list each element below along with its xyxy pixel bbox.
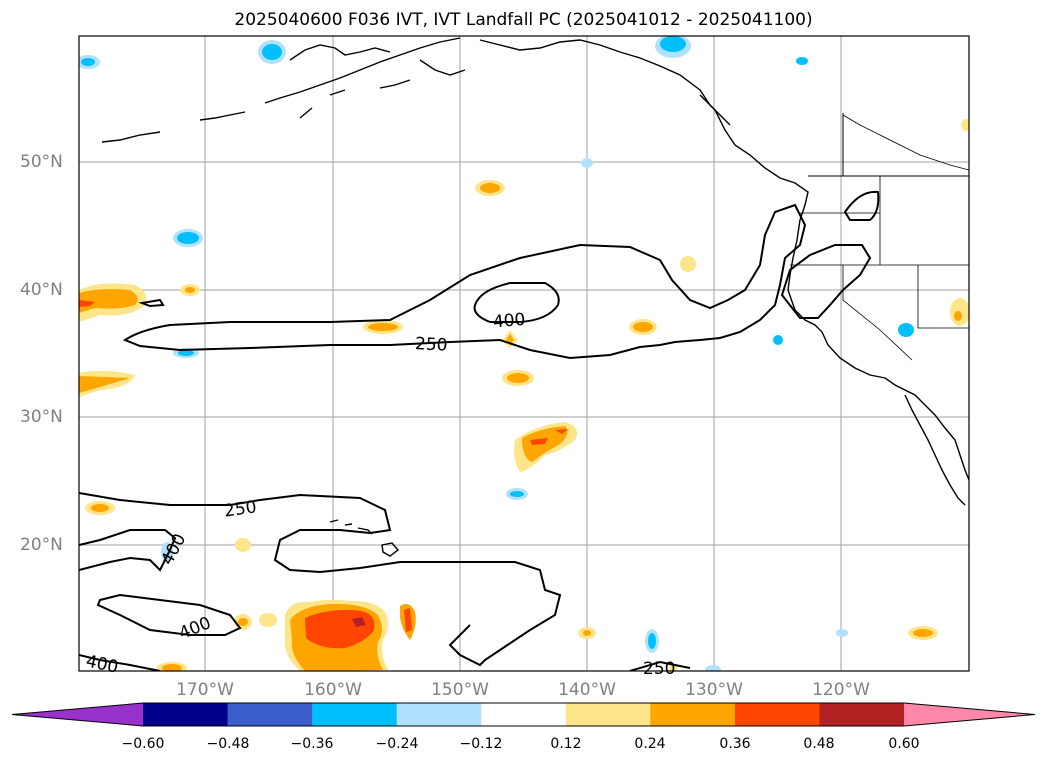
state-lines: [790, 176, 969, 361]
alaska-coast: [101, 37, 731, 143]
lon-label-120w: 120°W: [812, 680, 870, 700]
coastlines: [101, 37, 969, 557]
colorbar-tick: −0.24: [375, 736, 419, 752]
colorbar-bin: [650, 703, 736, 726]
contour-labels: 400 250 250 400 400 400 250: [84, 310, 675, 679]
lon-label-170w: 170°W: [176, 680, 234, 700]
colorbar-tick: 0.12: [550, 736, 582, 752]
colorbar-bin: [312, 703, 398, 726]
colorbar-tick: −0.60: [121, 736, 165, 752]
contour-400-coast: [780, 244, 872, 319]
contour-250-south: [79, 492, 562, 667]
colorbar-bin: [481, 703, 567, 726]
colorbar-bin: [565, 703, 651, 726]
contour-label-250-b: 250: [223, 497, 258, 521]
probability-fills: [79, 36, 969, 671]
colorbar-tick: −0.48: [206, 736, 250, 752]
hawaii: [329, 519, 400, 557]
colorbar: [11, 702, 1036, 727]
colorbar-tick: −0.36: [290, 736, 334, 752]
colorbar-bin: [227, 703, 313, 726]
lat-label-20n: 20°N: [20, 535, 63, 555]
contour-400-north: [473, 282, 560, 323]
lat-label-50n: 50°N: [20, 152, 63, 172]
colorbar-bin: [819, 703, 905, 726]
contour-label-400-a: 400: [492, 310, 526, 333]
colorbar-bin: [396, 703, 482, 726]
lat-label-30n: 30°N: [20, 407, 63, 427]
gridlines: [79, 36, 969, 671]
contour-label-400-b: 400: [157, 530, 190, 568]
colorbar-bin: [734, 703, 820, 726]
contour-400-south: [96, 593, 242, 636]
colorbar-outline: [11, 702, 1036, 727]
contour-250-north: [122, 203, 807, 360]
lon-label-130w: 130°W: [685, 680, 743, 700]
lon-label-150w: 150°W: [431, 680, 489, 700]
map-title: 2025040600 F036 IVT, IVT Landfall PC (20…: [234, 10, 813, 30]
colorbar-tick: 0.24: [634, 736, 666, 752]
colorbar-tick: −0.12: [459, 736, 503, 752]
colorbar-extend-left: [12, 703, 143, 726]
contour-label-250-c: 250: [643, 659, 675, 679]
us-canada-border: [808, 113, 969, 177]
baja: [904, 394, 966, 506]
contour-label-400-d: 400: [84, 651, 120, 677]
colorbar-tick: 0.36: [719, 736, 751, 752]
colorbar-tick: 0.60: [888, 736, 920, 752]
colorbar-tick: 0.48: [803, 736, 835, 752]
contour-label-250-a: 250: [415, 334, 448, 356]
map-frame: [78, 35, 970, 672]
ivt-contours: [79, 190, 880, 671]
lat-label-40n: 40°N: [20, 280, 63, 300]
colorbar-bin: [143, 703, 229, 726]
contour-label-400-c: 400: [176, 613, 214, 644]
california-coast: [787, 289, 969, 481]
lon-label-160w: 160°W: [304, 680, 362, 700]
colorbar-extend-right: [904, 703, 1035, 726]
bc-coast: [699, 94, 809, 291]
lon-label-140w: 140°W: [558, 680, 616, 700]
